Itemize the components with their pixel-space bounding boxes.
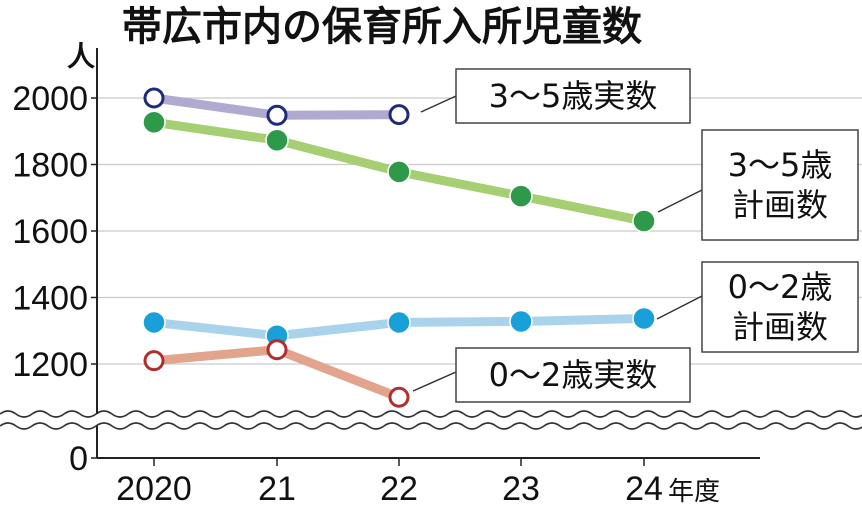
callout-box (455, 347, 691, 403)
x-axis-unit: 年度 (668, 477, 720, 507)
data-point (388, 104, 410, 126)
series-label-text: 3〜5歳実数 (489, 77, 658, 115)
callout-box (455, 68, 691, 124)
data-point (388, 386, 410, 408)
axis-break-band (0, 412, 862, 428)
data-point (509, 184, 533, 208)
x-tick-label: 21 (258, 470, 296, 508)
data-point (266, 104, 288, 126)
series-label-text: 3〜5歳 (728, 146, 833, 184)
callout-leader (656, 295, 703, 320)
y-tick-label: 2000 (12, 80, 88, 118)
data-point (265, 128, 289, 152)
data-point (266, 339, 288, 361)
callout-leader (420, 95, 457, 113)
series-label-text: 0〜2歳実数 (489, 356, 658, 394)
y-tick-label: 1400 (12, 280, 88, 318)
data-point (142, 110, 166, 135)
data-point (142, 310, 166, 335)
chart-title: 帯広市内の保育所入所児童数 (122, 4, 642, 50)
x-tick-label: 22 (380, 470, 418, 508)
series-label-text: 計画数 (732, 308, 828, 346)
series-label-text: 計画数 (732, 186, 828, 224)
x-tick-label: 2020 (116, 470, 192, 508)
callout-leader (657, 189, 703, 213)
data-point (632, 306, 656, 331)
axes: 2000 1800 1600 1400 1200 0 2020 21 22 23 24 (12, 48, 760, 508)
series-label-callout: 3〜5歳実数 (420, 68, 691, 124)
axis-break-wave-lower (0, 422, 862, 430)
series-label-text: 0〜2歳 (728, 268, 833, 306)
data-point (387, 160, 411, 184)
x-tick-label: 24 (625, 470, 663, 508)
series-label-callout: 0〜2歳実数 (412, 347, 691, 403)
y-axis-unit: 人 (67, 40, 95, 73)
y-tick-label: 1200 (12, 346, 88, 384)
y-tick-label: 0 (69, 440, 88, 478)
y-tick-label: 1600 (12, 213, 88, 251)
x-tick-label: 23 (502, 470, 540, 508)
data-point (632, 209, 656, 233)
callout-leader (412, 371, 457, 392)
callout-box (701, 129, 859, 241)
data-point (509, 309, 533, 334)
axis-break-wave-upper (0, 410, 862, 418)
data-point (143, 87, 165, 109)
data-point (387, 310, 411, 335)
data-point (143, 350, 165, 372)
callout-box (701, 261, 859, 353)
series-layer (142, 87, 656, 408)
y-tick-label: 1800 (12, 147, 88, 185)
